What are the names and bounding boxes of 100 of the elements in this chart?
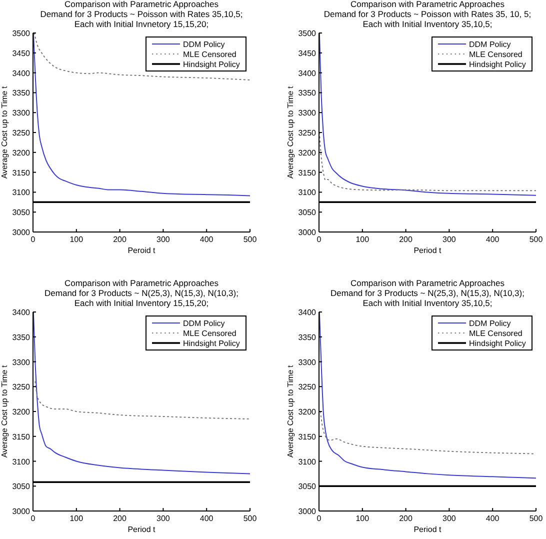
x-tick-label: 200 [113,235,128,244]
y-tick-label: 3400 [298,68,317,78]
y-tick-label: 3450 [298,48,317,58]
y-axis-title: Average Cost up to Time t [286,86,295,179]
chart-subtitle: Demand for 3 Products ~ Poisson with Rates 35,10,5; Each with Initial Invnetory 15,15,20; [40,9,243,29]
y-tick-label: 3350 [12,88,31,98]
x-tick-label: 500 [243,514,258,523]
x-tick-label: 300 [442,514,456,523]
x-tick-label: 500 [243,235,258,244]
chart-subtitle: Demand for 3 Products ~ Poisson with Rates 35, 10, 5; Each with Initial Inventory 35,10,5; [324,9,532,29]
y-tick-label: 3000 [298,507,317,516]
y-tick-label: 3100 [298,457,317,466]
y-tick-label: 3450 [12,48,31,58]
line-series [34,33,250,80]
y-tick-label: 3150 [12,432,31,442]
y-tick-label: 3150 [298,432,317,442]
x-tick-label: 400 [486,235,500,244]
line-series [33,312,250,474]
y-tick-label: 3000 [12,507,31,516]
y-tick-label: 3350 [12,332,31,342]
chart-title: Comparison with Parametric Approaches [350,0,505,9]
y-axis-title: Average Cost up to Time t [286,364,295,458]
legend-label: MLE Censored [183,329,236,338]
x-tick-label: 400 [486,514,500,523]
y-tick-label: 3350 [298,88,317,98]
chart-title: Comparison with Parametric Approaches [64,0,219,9]
legend-label: DDM Policy [183,40,225,49]
y-tick-label: 3400 [12,308,31,317]
y-tick-label: 3300 [12,358,31,367]
line-series [320,411,536,454]
y-tick-label: 3150 [12,168,31,178]
x-tick-label: 100 [70,514,84,523]
y-tick-label: 3000 [12,228,31,237]
legend-label: DDM Policy [183,319,225,328]
y-tick-label: 3100 [12,188,31,198]
x-tick-label: 0 [30,235,36,244]
x-axis-title: Period t [414,525,442,534]
legend-label: Hindsight Policy [183,339,240,348]
y-tick-label: 3350 [298,332,317,342]
y-axis-title: Average Cost up to Time t [0,364,9,458]
y-axis-title: Average Cost up to Time t [0,86,9,179]
legend-label: Hindsight Policy [469,339,526,348]
legend-label: Hindsight Policy [469,60,526,69]
y-tick-label: 3250 [12,382,31,392]
y-tick-label: 3300 [298,358,317,367]
line-series [319,132,536,192]
y-tick-label: 3250 [12,128,31,138]
x-tick-label: 0 [30,514,36,523]
x-tick-label: 300 [442,235,456,244]
x-axis-title: Period t [414,246,442,255]
x-tick-label: 100 [356,235,370,244]
x-tick-label: 500 [529,514,544,523]
legend-label: DDM Policy [469,319,511,328]
chart-subtitle: Demand for 3 Products ~ N(25,3), N(15,3), N(10,3); Each with Initial Inventory 15,15,20; [44,288,238,308]
x-tick-label: 300 [156,514,170,523]
x-tick-label: 0 [316,235,322,244]
y-tick-label: 3050 [12,482,31,492]
line-series [319,33,536,196]
y-tick-label: 3500 [12,29,31,38]
line-series [34,381,250,420]
x-tick-label: 400 [200,235,214,244]
y-tick-label: 3050 [298,208,317,218]
x-tick-label: 400 [200,514,214,523]
line-series [319,312,536,479]
y-tick-label: 3300 [12,108,31,118]
x-tick-label: 300 [156,235,170,244]
legend-label: MLE Censored [469,329,522,338]
legend-label: Hindsight Policy [183,60,240,69]
y-tick-label: 3250 [298,128,317,138]
y-tick-label: 3100 [12,457,31,466]
x-tick-label: 500 [529,235,544,244]
y-tick-label: 3400 [12,68,31,78]
x-tick-label: 0 [316,514,322,523]
y-tick-label: 3200 [298,408,317,416]
chart-subtitle: Demand for 3 Products ~ N(25,3), N(15,3), N(10,3); Each with Initial Inventory 35,10,5; [330,288,524,308]
y-tick-label: 3050 [298,482,317,492]
x-axis-title: Peroid t [128,246,156,255]
y-tick-label: 3400 [298,308,317,317]
y-tick-label: 3300 [298,108,317,118]
y-tick-label: 3200 [12,148,31,158]
line-series [33,33,250,196]
y-tick-label: 3150 [298,168,317,178]
legend-label: MLE Censored [469,50,522,59]
x-tick-label: 200 [399,514,414,523]
y-tick-label: 3500 [298,29,317,38]
y-tick-label: 3100 [298,188,317,198]
legend-label: MLE Censored [183,50,236,59]
legend-label: DDM Policy [469,40,511,49]
y-tick-label: 3050 [12,208,31,218]
x-tick-label: 200 [113,514,128,523]
x-tick-label: 100 [70,235,84,244]
x-axis-title: Period t [128,525,156,534]
y-tick-label: 3200 [12,408,31,416]
y-tick-label: 3250 [298,382,317,392]
y-tick-label: 3200 [298,148,317,158]
chart-title: Comparison with Parametric Approaches [64,278,219,288]
chart-title: Comparison with Parametric Approaches [350,278,505,288]
x-tick-label: 100 [356,514,370,523]
x-tick-label: 200 [399,235,414,244]
y-tick-label: 3000 [298,228,317,237]
